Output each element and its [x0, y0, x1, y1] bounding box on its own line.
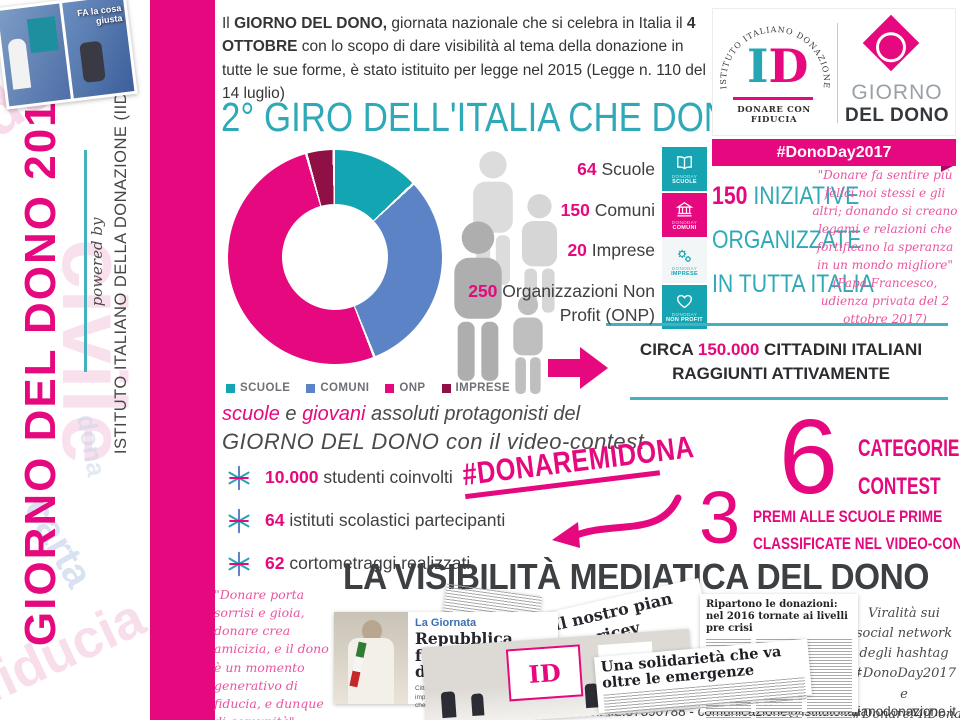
arrow-right-icon: [548, 347, 608, 389]
pope-quote: "Donare fa sentire più felici noi stessi…: [812, 168, 958, 326]
section-heading-giro: 2° GIRO DELL'ITALIA CHE DONA: [221, 94, 753, 140]
legend-swatch: [385, 383, 395, 393]
iid-tagline: DONARE CON FIDUCIA: [737, 105, 811, 125]
audience-silhouette: [470, 693, 485, 717]
logo-divider: [837, 23, 838, 123]
tv-screenshots: FA la cosa giusta: [0, 0, 138, 110]
bullet-stat-row: 62 cortometraggi realizzati: [225, 542, 505, 585]
giorno-del-dono-wordmark-2: DEL DONO: [845, 105, 949, 126]
legend-swatch: [226, 383, 235, 393]
legend-item: ONP: [385, 382, 425, 394]
bullet-stat-row: 10.000 studenti coinvolti: [225, 456, 505, 499]
asterisk-star-icon: [228, 551, 250, 576]
book-icon: [675, 154, 694, 173]
gears-icon: [675, 246, 694, 265]
stat-row: 250 Organizzazioni Non Profit (ONP): [468, 280, 655, 325]
iid-logo-letters: ID: [747, 39, 809, 93]
bullet-stat-row: 64 istituti scolastici partecipanti: [225, 499, 505, 542]
legend-swatch: [441, 383, 451, 393]
mattarella-quote: "Donare porta sorrisi e gioia, donare cr…: [214, 587, 329, 720]
category-tile: DONODAY COMUNI: [662, 193, 707, 237]
powered-by-label: powered by: [88, 217, 106, 307]
giorno-del-dono-diamond-icon: [862, 14, 920, 72]
media-section-heading: LA VISIBILITÀ MEDIATICA DEL DONO: [343, 556, 929, 597]
person-silhouette-icon: [505, 294, 551, 395]
legend-item: COMUNI: [306, 382, 369, 394]
audience-silhouette: [440, 691, 457, 719]
stat-row: 150 Comuni: [560, 199, 655, 220]
divider-line-vertical: [84, 150, 87, 372]
prizes-labels: PREMI ALLE SCUOLE PRIME CLASSIFICATE NEL…: [753, 507, 960, 553]
divider-line-top: [606, 323, 948, 326]
category-tile: DONODAY SCUOLE: [662, 147, 707, 191]
donoday-category-tiles: DONODAY SCUOLE DONODAY COMUNI DONODAY IM…: [662, 147, 707, 331]
heart-icon: [675, 292, 694, 311]
article-photo: [334, 612, 408, 704]
donut-chart-hole: [282, 204, 388, 310]
chart-legend: SCUOLE COMUNI ONP IMPRESE: [226, 382, 510, 394]
legend-swatch: [306, 383, 316, 393]
iid-arc-text: ISTITUTO ITALIANO DONAZIONE: [719, 25, 830, 90]
logo-card: ISTITUTO ITALIANO DONAZIONE ID DONARE CO…: [712, 8, 956, 136]
video-contest-stats: 10.000 studenti coinvolti 64 istituti sco…: [225, 456, 505, 585]
stat-row: 20 Imprese: [567, 240, 655, 261]
prizes-number-3: 3: [699, 476, 741, 559]
stat-row: 64 Scuole: [577, 159, 655, 179]
donoday-hashtag-banner: #DonoDay2017: [712, 139, 956, 172]
contest-category-labels: CATEGORIE CONTEST: [858, 435, 960, 500]
poster-title-vertical: GIORNO DEL DONO 2017: [16, 73, 65, 647]
iid-underline: [733, 97, 813, 100]
protagonists-line1: scuole e giovani assoluti protagonisti d…: [222, 403, 581, 425]
category-tile: DONODAY IMPRESE: [662, 239, 707, 283]
bank-icon: [675, 200, 694, 219]
organization-name-vertical: ISTITUTO ITALIANO DELLA DONAZIONE (IID): [112, 85, 130, 455]
donut-chart: [228, 150, 442, 364]
protagonists-line2: GIORNO DEL DONO con il video-contest: [222, 429, 645, 454]
divider-line-bottom: [630, 397, 948, 400]
intro-paragraph: Il GIORNO DEL DONO, giornata nazionale c…: [222, 15, 706, 102]
asterisk-star-icon: [228, 465, 250, 490]
legend-item: IMPRESE: [441, 382, 511, 394]
asterisk-star-icon: [228, 508, 250, 533]
reach-statement: CIRCA 150.000 CITTADINI ITALIANI RAGGIUN…: [639, 340, 923, 383]
legend-item: SCUOLE: [226, 382, 290, 394]
category-tile: DONODAY NON PROFIT: [662, 285, 707, 329]
iniziative-callout: 150 INIZIATIVE ORGANIZZATE IN TUTTA ITAL…: [712, 182, 874, 298]
sidebar-accent-bar: [150, 0, 215, 720]
curved-arrow-left-icon: [552, 494, 682, 548]
social-virality-note: Viralità sui social network degli hashta…: [851, 606, 960, 720]
giorno-del-dono-wordmark-1: GIORNO: [851, 81, 943, 104]
contest-number-6: 6: [779, 398, 838, 516]
person-silhouette-icon: [441, 220, 515, 383]
participation-stats: 64 Scuole 150 Comuni 20 Imprese 250 Organiz…: [437, 158, 655, 344]
